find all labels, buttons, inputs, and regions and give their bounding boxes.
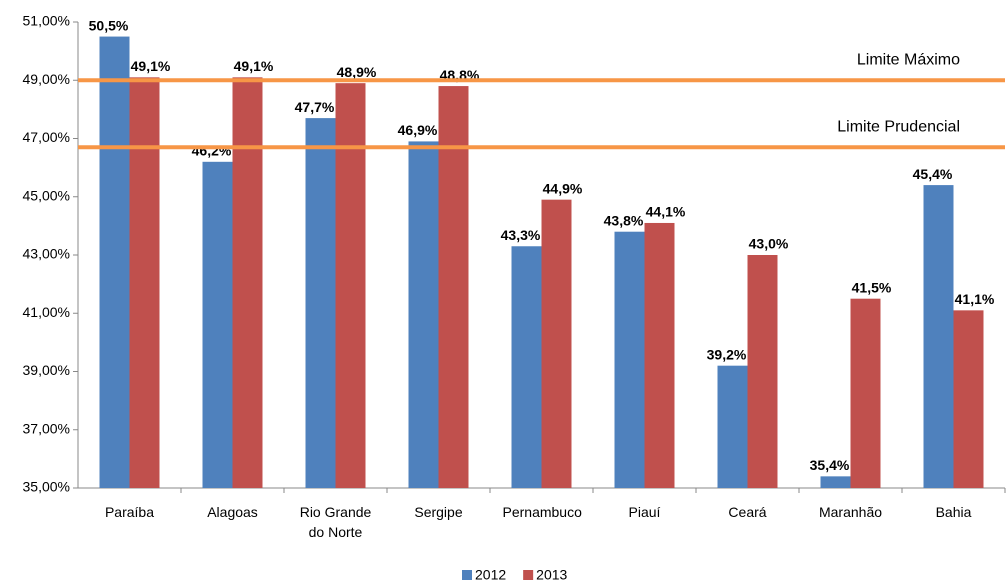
- value-label: 44,1%: [646, 204, 686, 220]
- bar: [644, 222, 675, 488]
- bar: [541, 199, 572, 488]
- bar: [717, 365, 748, 488]
- bar: [923, 185, 954, 488]
- y-tick-label: 41,00%: [23, 304, 70, 320]
- value-label: 46,2%: [192, 143, 232, 159]
- legend-swatch: [523, 570, 534, 580]
- value-label: 49,1%: [131, 58, 171, 74]
- bar: [305, 118, 336, 489]
- y-tick-label: 49,00%: [23, 71, 70, 87]
- bar: [202, 161, 233, 489]
- y-tick-label: 51,00%: [23, 13, 70, 29]
- value-label: 50,5%: [89, 17, 129, 33]
- bar: [820, 476, 851, 488]
- value-label: 43,8%: [604, 212, 644, 228]
- legend-label: 2013: [536, 567, 567, 583]
- x-tick-label: Piauí: [628, 504, 661, 520]
- value-label: 45,4%: [913, 166, 953, 182]
- x-tick-label: Sergipe: [414, 504, 463, 520]
- bar: [747, 255, 778, 488]
- reference-label: Limite Máximo: [857, 51, 960, 68]
- y-tick-label: 47,00%: [23, 129, 70, 145]
- bar: [953, 310, 984, 488]
- legend-label: 2012: [475, 567, 506, 583]
- legend-swatch: [462, 570, 472, 580]
- y-tick-label: 35,00%: [23, 479, 70, 495]
- value-label: 39,2%: [707, 346, 747, 362]
- value-label: 35,4%: [810, 457, 850, 473]
- bar: [99, 36, 130, 488]
- bar: [408, 141, 439, 488]
- x-tick-label: Pernambuco: [502, 504, 582, 520]
- x-tick-label: Paraíba: [104, 504, 155, 520]
- value-label: 44,9%: [543, 180, 583, 196]
- bar: [850, 298, 881, 488]
- value-label: 43,0%: [749, 236, 789, 252]
- value-label: 46,9%: [398, 122, 438, 138]
- bar: [335, 83, 366, 488]
- value-label: 43,3%: [501, 227, 541, 243]
- value-label: 41,5%: [852, 279, 892, 295]
- x-tick-label: Maranhão: [818, 504, 883, 520]
- bar: [511, 246, 542, 488]
- value-label: 41,1%: [955, 291, 995, 307]
- value-label: 49,1%: [234, 58, 274, 74]
- bar: [129, 77, 160, 489]
- y-tick-label: 43,00%: [23, 246, 70, 262]
- x-tick-label: Ceará: [728, 504, 767, 520]
- x-tick-label: Alagoas: [207, 504, 258, 520]
- y-tick-label: 37,00%: [23, 420, 70, 436]
- x-tick-label: Bahia: [935, 504, 972, 520]
- bar: [232, 77, 263, 489]
- value-label: 48,9%: [337, 64, 377, 80]
- y-tick-label: 39,00%: [23, 362, 70, 378]
- x-tick-label: Rio Grande do Norte: [299, 504, 372, 540]
- value-label: 47,7%: [295, 99, 335, 115]
- y-tick-label: 45,00%: [23, 187, 70, 203]
- bar: [614, 231, 645, 488]
- reference-label: Limite Prudencial: [837, 118, 960, 135]
- bar: [438, 86, 469, 488]
